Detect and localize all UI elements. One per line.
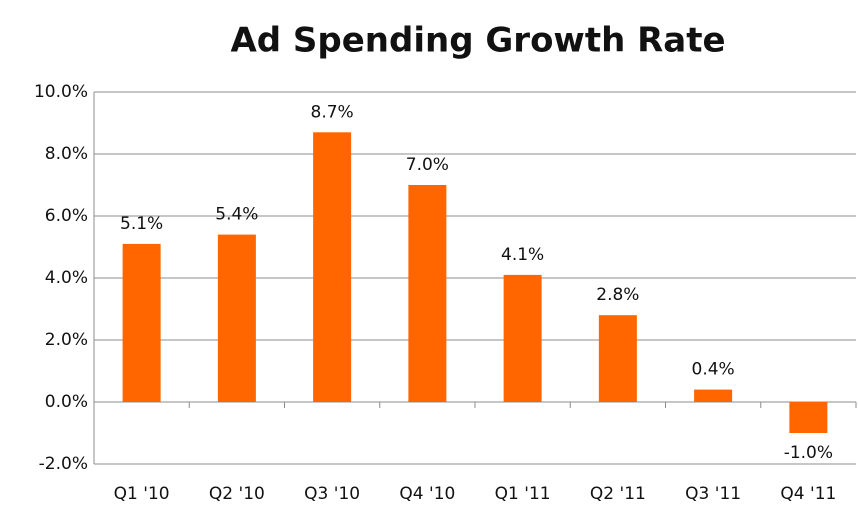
x-tick-label: Q3 '11 (685, 484, 741, 504)
y-tick-label: 6.0% (45, 206, 88, 226)
y-tick-label: 4.0% (45, 268, 88, 288)
bar (408, 185, 447, 402)
value-label: 8.7% (311, 102, 354, 122)
value-label: 4.1% (501, 245, 544, 265)
y-tick-label: 2.0% (45, 330, 88, 350)
x-tick-label: Q4 '11 (780, 484, 836, 504)
value-label: 5.1% (120, 214, 163, 234)
value-label: 7.0% (406, 155, 449, 175)
value-label: -1.0% (784, 443, 833, 463)
value-label: 2.8% (596, 285, 639, 305)
x-tick-label: Q1 '10 (114, 484, 170, 504)
y-tick-label: 0.0% (45, 392, 88, 412)
value-label: 5.4% (215, 205, 258, 225)
bar (313, 132, 352, 403)
x-tick-label: Q2 '11 (590, 484, 646, 504)
y-tick-label: 10.0% (34, 82, 88, 102)
bar (217, 234, 256, 402)
bar (503, 274, 542, 402)
value-label: 0.4% (692, 360, 735, 380)
bar (598, 315, 637, 402)
x-tick-label: Q1 '11 (495, 484, 551, 504)
chart-title: Ad Spending Growth Rate (230, 21, 725, 61)
bar (789, 402, 828, 433)
bar (694, 389, 733, 402)
x-tick-label: Q3 '10 (304, 484, 360, 504)
x-tick-label: Q4 '10 (399, 484, 455, 504)
bar (122, 243, 161, 402)
x-tick-label: Q2 '10 (209, 484, 265, 504)
y-tick-label: -2.0% (39, 454, 88, 474)
y-tick-label: 8.0% (45, 144, 88, 164)
